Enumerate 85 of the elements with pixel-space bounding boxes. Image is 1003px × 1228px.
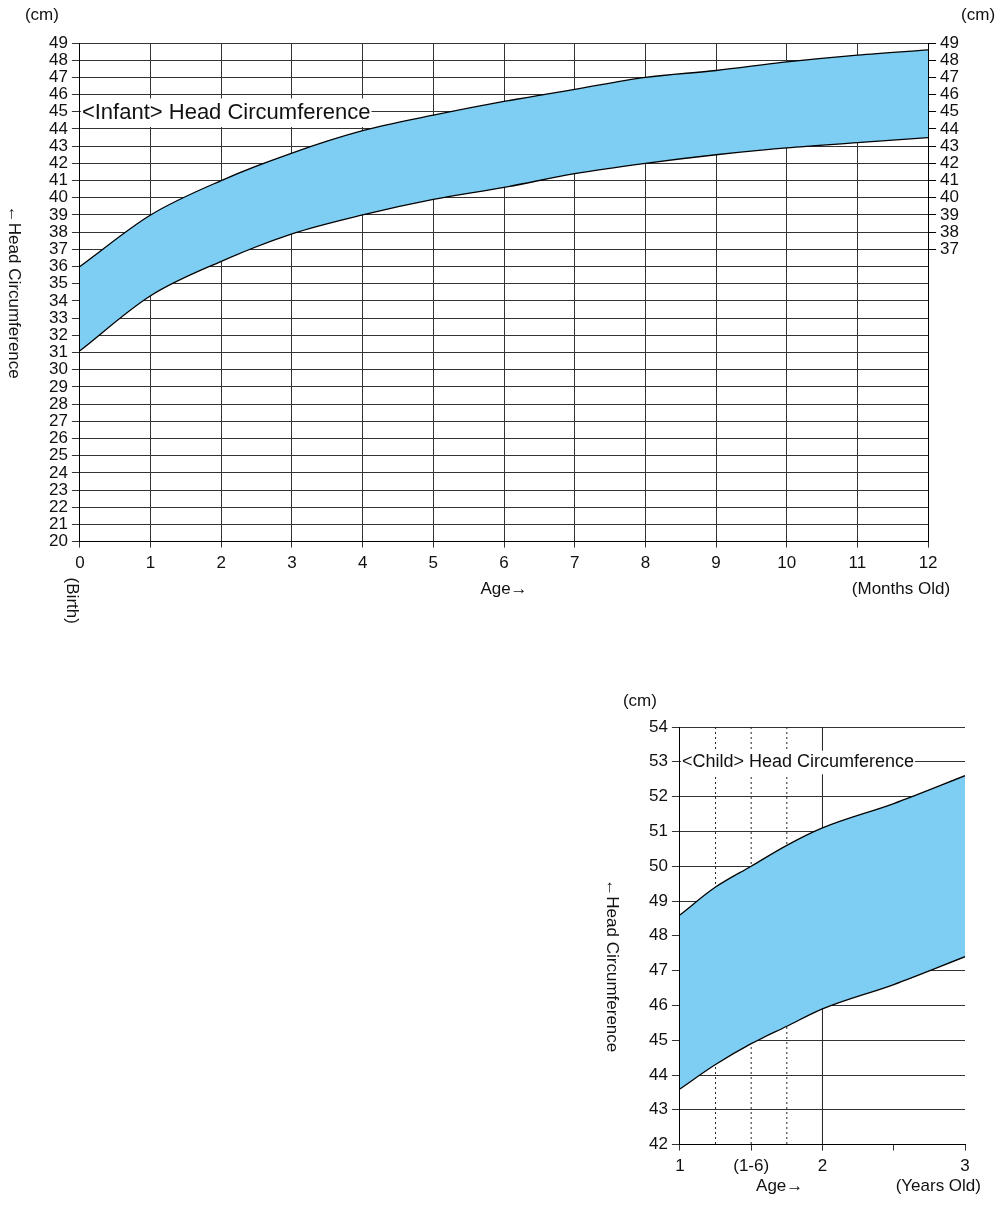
y-tick-label: 44 [48, 118, 68, 138]
y-tick-label: 26 [48, 428, 68, 448]
y-axis-title: ←Head Circumference [603, 879, 623, 1053]
text: (Birth) [63, 577, 83, 624]
x-tick-label: 5 [428, 553, 439, 573]
y-tick-label: 42 [48, 153, 68, 173]
y-tick-label: 30 [48, 359, 68, 379]
y2-tick-label: 47 [940, 67, 960, 87]
x-tick-label: 4 [357, 553, 368, 573]
y-tick-label: 49 [648, 890, 668, 910]
y2-tick-label: 45 [940, 101, 960, 121]
y-tick-label: 45 [48, 101, 68, 121]
y2-tick-label: 44 [940, 118, 960, 138]
y-tick-label: 42 [648, 1134, 668, 1154]
y-tick-label: 45 [648, 1029, 668, 1049]
text: (Months Old) [851, 579, 951, 599]
text: (cm) [622, 690, 657, 710]
y2-tick-label: 46 [940, 84, 960, 104]
x-tick-label: 3 [287, 553, 297, 573]
y-tick-label: 46 [648, 995, 668, 1015]
y-tick-label: 43 [648, 1099, 668, 1119]
y-tick-label: 47 [48, 67, 68, 87]
y-tick-label: 35 [48, 273, 68, 293]
x-axis-title: Age→ [480, 579, 528, 599]
y2-tick-label: 37 [940, 239, 960, 258]
y-tick-label: 22 [48, 496, 68, 516]
y-tick-label: 28 [48, 393, 68, 413]
y-tick-label: 23 [48, 479, 68, 499]
y-tick-label: 50 [648, 855, 668, 875]
y2-tick-label: 41 [940, 170, 960, 190]
text: (cm) [961, 4, 996, 24]
y-tick-label: 32 [48, 324, 68, 344]
y-tick-label: 47 [648, 960, 668, 980]
x-axis-title: Age→ [756, 1176, 804, 1196]
y-tick-label: 48 [648, 925, 668, 945]
x-tick-label: 0 [75, 553, 85, 573]
y-tick-label: 49 [48, 32, 68, 52]
x-tick-label: 1 [145, 553, 156, 573]
x-tick-label: 1 [675, 1156, 685, 1176]
x-tick-label: 2 [216, 553, 227, 573]
y-tick-label: 48 [48, 49, 68, 69]
x-tick-label: 9 [711, 553, 721, 573]
y2-tick-label: 40 [940, 187, 960, 207]
x-tick-label: 3 [960, 1156, 970, 1176]
y-tick-label: 51 [648, 821, 668, 841]
x-tick-label: 12 [918, 553, 938, 573]
text: <Infant> Head Circumference [81, 98, 371, 124]
y-tick-label: 20 [48, 531, 68, 551]
y-tick-label: 38 [48, 221, 68, 241]
text: <Child> Head Circumference [681, 751, 915, 772]
y-tick-label: 34 [48, 290, 68, 310]
y-tick-label: 24 [48, 462, 68, 482]
y-tick-label: 54 [648, 716, 668, 736]
y-tick-label: 21 [48, 514, 68, 534]
y2-tick-label: 38 [940, 221, 960, 241]
y-tick-label: 39 [48, 204, 68, 224]
y-tick-label: 40 [48, 187, 68, 207]
x-tick-label: 2 [817, 1156, 828, 1176]
y2-tick-label: 43 [940, 135, 960, 155]
text: (cm) [24, 4, 59, 24]
y2-tick-label: 39 [940, 204, 960, 224]
y2-tick-label: 48 [940, 49, 960, 69]
y-tick-label: 33 [48, 307, 68, 327]
y2-tick-label: 42 [940, 153, 960, 173]
x-tick-label: 7 [569, 553, 580, 573]
y-tick-label: 29 [48, 376, 68, 396]
y-tick-label: 31 [48, 342, 68, 362]
y-tick-label: 37 [48, 239, 68, 258]
x-tick-label: 11 [848, 553, 867, 573]
y-tick-label: 52 [648, 786, 668, 806]
y-tick-label: 46 [48, 84, 68, 104]
x-tick-label: (1-6) [733, 1156, 770, 1176]
y-tick-label: 25 [48, 445, 68, 465]
y-tick-label: 44 [648, 1064, 668, 1084]
text: (Years Old) [895, 1176, 981, 1196]
x-tick-label: 6 [499, 553, 509, 573]
x-tick-label: 8 [640, 553, 651, 573]
y2-tick-label: 49 [940, 32, 960, 52]
x-tick-label: 10 [777, 553, 797, 573]
y-axis-title: ←Head Circumference [5, 205, 25, 379]
y-tick-label: 41 [48, 170, 68, 190]
y-tick-label: 27 [48, 410, 68, 430]
y-tick-label: 53 [648, 751, 668, 771]
y-tick-label: 36 [48, 256, 68, 276]
y-tick-label: 43 [48, 135, 68, 155]
